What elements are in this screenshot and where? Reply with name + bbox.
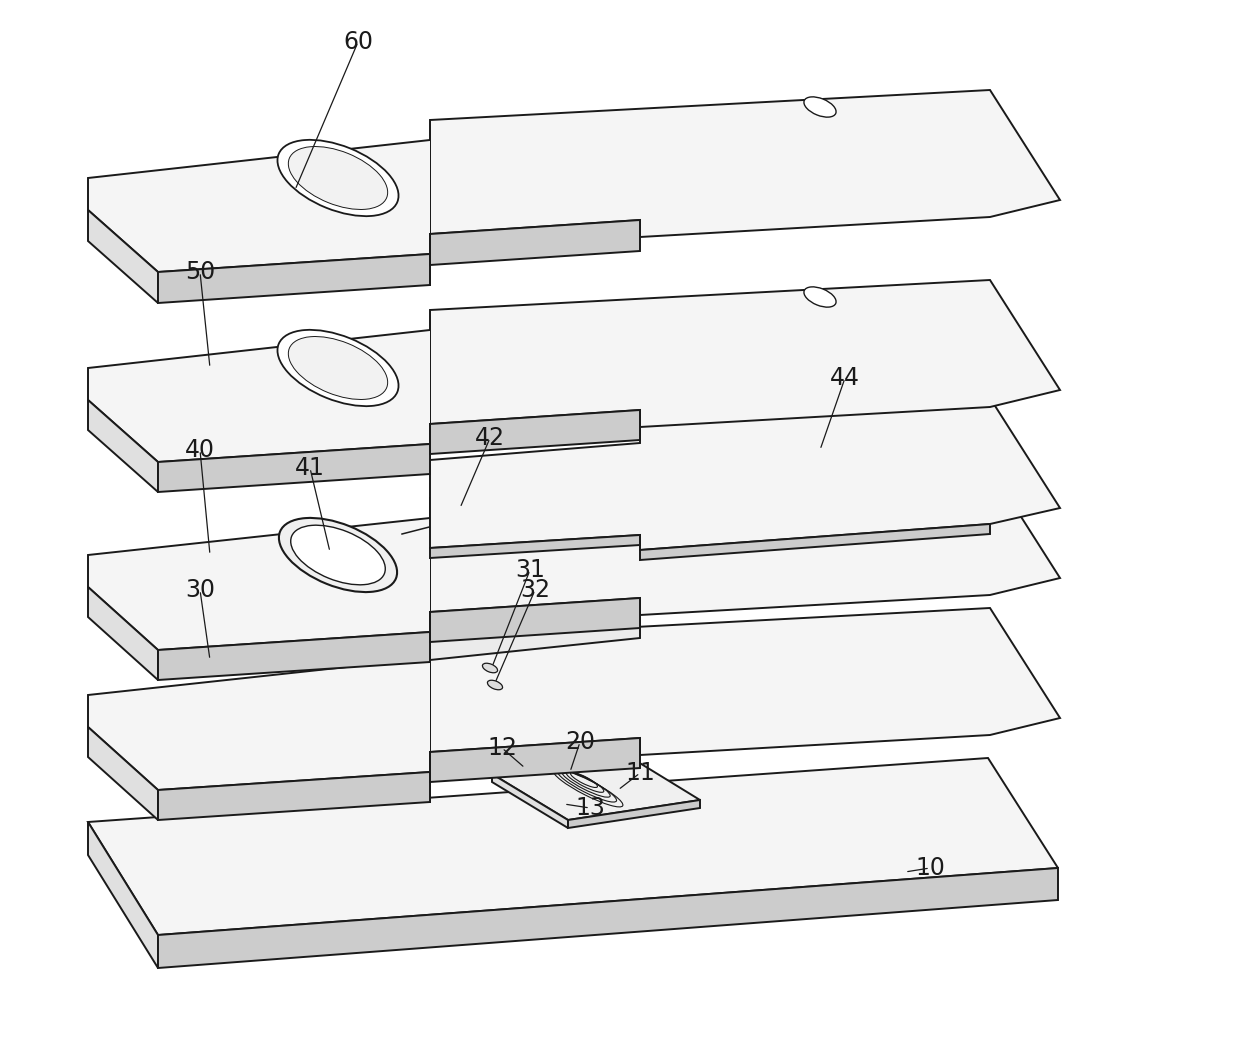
Polygon shape xyxy=(88,468,1060,650)
Text: 40: 40 xyxy=(185,438,215,462)
Text: 60: 60 xyxy=(343,30,373,53)
Polygon shape xyxy=(430,535,640,558)
Text: 44: 44 xyxy=(830,366,861,390)
Polygon shape xyxy=(430,398,1060,550)
Polygon shape xyxy=(88,90,1060,272)
Text: 50: 50 xyxy=(185,260,215,284)
Polygon shape xyxy=(157,254,430,303)
Text: 20: 20 xyxy=(565,730,595,754)
Text: 12: 12 xyxy=(487,736,517,759)
Polygon shape xyxy=(430,220,640,265)
Polygon shape xyxy=(430,410,640,454)
Text: 32: 32 xyxy=(520,578,551,602)
Ellipse shape xyxy=(278,140,398,216)
Text: 42: 42 xyxy=(475,426,505,450)
Polygon shape xyxy=(640,524,990,560)
Ellipse shape xyxy=(804,97,836,117)
Text: 31: 31 xyxy=(515,558,544,582)
Polygon shape xyxy=(568,800,701,828)
Ellipse shape xyxy=(290,526,386,584)
Polygon shape xyxy=(88,587,157,680)
Ellipse shape xyxy=(279,518,397,592)
Ellipse shape xyxy=(487,680,502,690)
Text: 11: 11 xyxy=(625,761,655,785)
Polygon shape xyxy=(88,400,157,492)
Text: 30: 30 xyxy=(185,578,215,602)
Text: 10: 10 xyxy=(915,856,945,880)
Ellipse shape xyxy=(278,329,398,406)
Polygon shape xyxy=(157,868,1058,968)
Polygon shape xyxy=(88,280,1060,462)
Polygon shape xyxy=(430,598,640,642)
Polygon shape xyxy=(492,774,568,828)
Polygon shape xyxy=(157,444,430,492)
Polygon shape xyxy=(88,727,157,820)
Polygon shape xyxy=(430,618,640,660)
Polygon shape xyxy=(157,631,430,680)
Polygon shape xyxy=(492,754,701,820)
Polygon shape xyxy=(88,608,1060,790)
Polygon shape xyxy=(88,210,157,303)
Ellipse shape xyxy=(776,474,805,492)
Ellipse shape xyxy=(289,337,388,400)
Polygon shape xyxy=(88,822,157,968)
Text: 13: 13 xyxy=(575,796,605,820)
Polygon shape xyxy=(430,738,640,782)
Ellipse shape xyxy=(289,147,388,210)
Polygon shape xyxy=(88,758,1058,935)
Ellipse shape xyxy=(804,286,836,307)
Polygon shape xyxy=(157,772,430,820)
Ellipse shape xyxy=(482,663,497,672)
Text: 41: 41 xyxy=(295,456,325,480)
